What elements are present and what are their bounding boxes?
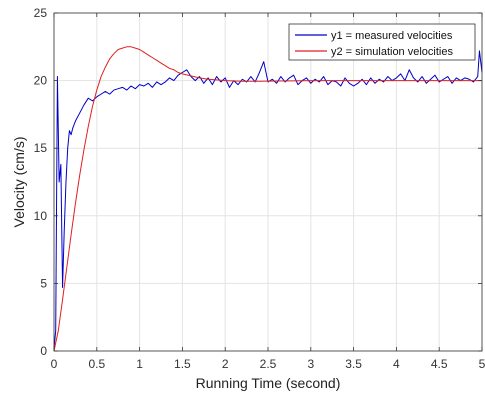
y-tick-label: 25 bbox=[34, 6, 48, 20]
y-axis-title: Velocity (cm/s) bbox=[11, 136, 27, 227]
y-tick-label: 5 bbox=[40, 276, 47, 290]
x-tick-label: 1.5 bbox=[174, 357, 191, 371]
legend-label-y1: y1 = measured velocities bbox=[331, 30, 453, 42]
x-tick-label: 0 bbox=[51, 357, 58, 371]
x-tick-label: 0.5 bbox=[88, 357, 105, 371]
y-tick-label: 10 bbox=[34, 209, 48, 223]
tick-labels: 0 0.5 1 1.5 2 2.5 3 3.5 4 4.5 5 0 5 10 15 20 25 bbox=[34, 6, 485, 371]
x-tick-label: 1 bbox=[136, 357, 143, 371]
x-tick-label: 5 bbox=[479, 357, 485, 371]
x-axis-title: Running Time (second) bbox=[196, 375, 341, 391]
legend-label-y2: y2 = simulation velocities bbox=[331, 46, 453, 58]
plot-area-series bbox=[53, 46, 483, 352]
legend-box bbox=[288, 23, 476, 61]
x-tick-label: 3 bbox=[307, 357, 314, 371]
x-tick-label: 4.5 bbox=[431, 357, 448, 371]
y-tick-label: 0 bbox=[40, 344, 47, 358]
plot-border bbox=[53, 12, 483, 352]
series-line-measured bbox=[53, 50, 483, 349]
x-tick-label: 3.5 bbox=[345, 357, 362, 371]
x-tick-label: 4 bbox=[393, 357, 400, 371]
y-tick-label: 15 bbox=[34, 141, 48, 155]
series-line-simulation bbox=[53, 46, 482, 352]
plot-frame bbox=[53, 12, 483, 352]
chart-legend: y1 = measured velocities y2 = simulation… bbox=[288, 23, 476, 61]
x-tick-label: 2.5 bbox=[260, 357, 277, 371]
x-tick-label: 2 bbox=[222, 357, 229, 371]
y-tick-label: 20 bbox=[34, 74, 48, 88]
